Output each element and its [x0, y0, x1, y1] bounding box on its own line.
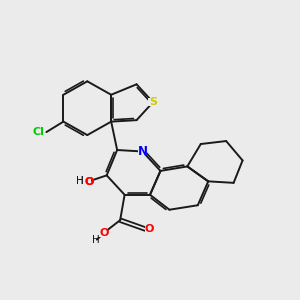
Text: Cl: Cl: [32, 127, 44, 137]
Text: H: H: [76, 176, 84, 186]
Text: H: H: [92, 235, 100, 245]
Bar: [148, 98, 158, 106]
Text: S: S: [149, 97, 157, 107]
Bar: [138, 148, 147, 155]
Text: O: O: [84, 177, 94, 187]
Bar: [145, 226, 153, 233]
Text: O: O: [144, 224, 154, 234]
Text: H: H: [76, 176, 84, 186]
Bar: [93, 230, 108, 237]
Text: O: O: [84, 177, 94, 187]
Bar: [78, 178, 91, 185]
Text: O: O: [99, 228, 109, 238]
Text: N: N: [137, 145, 148, 158]
